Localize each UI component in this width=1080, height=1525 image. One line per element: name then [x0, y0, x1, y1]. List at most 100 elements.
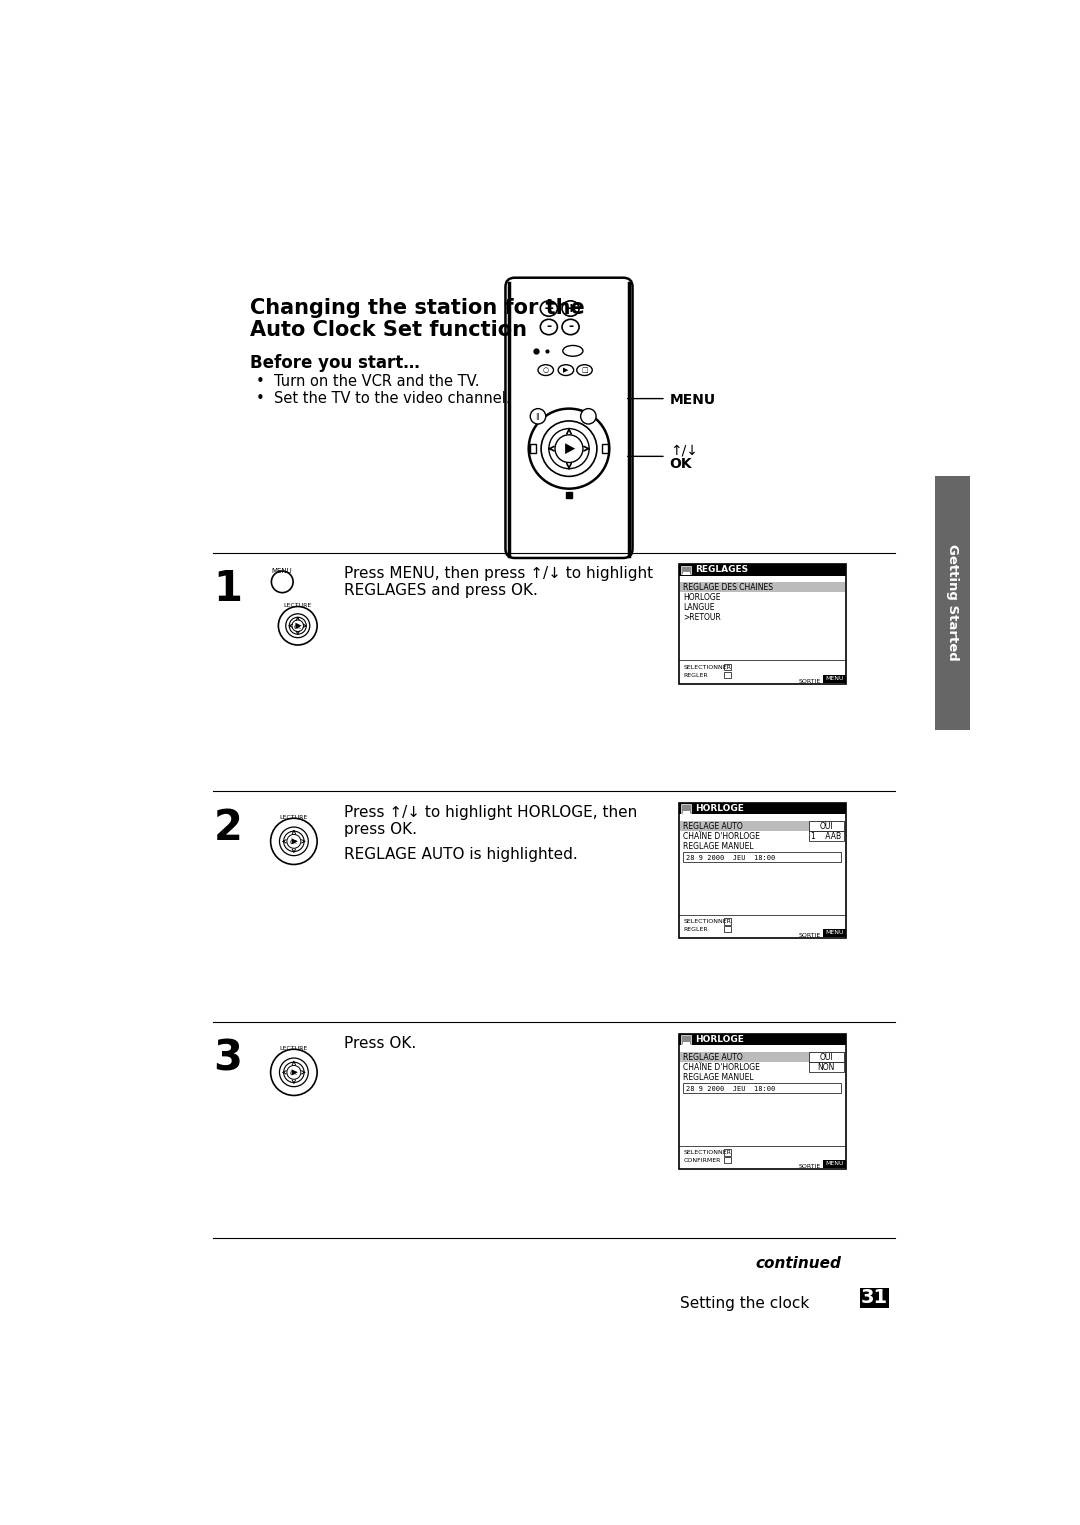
Polygon shape	[296, 622, 301, 628]
Text: REGLAGE AUTO: REGLAGE AUTO	[684, 1052, 743, 1061]
Circle shape	[280, 1058, 308, 1087]
Ellipse shape	[538, 364, 554, 375]
Text: Changing the station for the: Changing the station for the	[249, 299, 584, 319]
FancyBboxPatch shape	[823, 1161, 846, 1168]
Text: 31: 31	[861, 1289, 888, 1307]
Text: •  Set the TV to the video channel.: • Set the TV to the video channel.	[256, 390, 511, 406]
FancyBboxPatch shape	[860, 1289, 889, 1308]
Text: Setting the clock: Setting the clock	[680, 1296, 809, 1310]
Text: MENU: MENU	[825, 677, 843, 682]
Circle shape	[555, 435, 583, 462]
FancyBboxPatch shape	[809, 820, 843, 831]
Text: press OK.: press OK.	[345, 822, 417, 837]
Polygon shape	[565, 444, 576, 454]
Text: REGLAGE MANUEL: REGLAGE MANUEL	[684, 1074, 754, 1081]
FancyBboxPatch shape	[530, 444, 537, 453]
FancyBboxPatch shape	[681, 566, 691, 573]
Text: MENU: MENU	[272, 567, 293, 573]
Text: CONFIRMER: CONFIRMER	[684, 1157, 720, 1162]
Circle shape	[581, 409, 596, 424]
Text: SORTIE: SORTIE	[799, 1164, 821, 1168]
Text: REGLER: REGLER	[684, 927, 707, 932]
Circle shape	[286, 615, 310, 637]
Circle shape	[280, 827, 308, 856]
Text: OK: OK	[291, 840, 298, 845]
Ellipse shape	[562, 300, 579, 316]
FancyBboxPatch shape	[679, 564, 846, 576]
Text: LANGUE: LANGUE	[684, 604, 715, 612]
Text: NON: NON	[818, 1063, 835, 1072]
FancyBboxPatch shape	[823, 929, 846, 936]
Text: OUI: OUI	[820, 1052, 833, 1061]
Text: +: +	[565, 302, 576, 316]
FancyBboxPatch shape	[679, 564, 846, 683]
Text: HORLOGE: HORLOGE	[684, 593, 720, 602]
Ellipse shape	[540, 319, 557, 334]
Text: HORLOGE: HORLOGE	[694, 1035, 744, 1045]
Text: ○: ○	[542, 368, 549, 374]
Text: Auto Clock Set function: Auto Clock Set function	[249, 320, 527, 340]
Circle shape	[279, 607, 318, 645]
Text: OK: OK	[670, 458, 692, 471]
FancyBboxPatch shape	[725, 1157, 731, 1164]
Text: MENU: MENU	[670, 393, 716, 407]
Text: continued: continued	[755, 1255, 841, 1270]
Circle shape	[530, 409, 545, 424]
Circle shape	[284, 1063, 305, 1083]
Text: REGLAGE DES CHAINES: REGLAGE DES CHAINES	[684, 583, 773, 592]
FancyBboxPatch shape	[823, 676, 846, 683]
FancyBboxPatch shape	[725, 665, 731, 671]
Text: REGLAGES and press OK.: REGLAGES and press OK.	[345, 584, 538, 598]
Text: -: -	[546, 320, 552, 334]
Circle shape	[292, 621, 303, 631]
Text: REGLAGE AUTO: REGLAGE AUTO	[684, 822, 743, 831]
FancyBboxPatch shape	[935, 476, 971, 729]
Text: SORTIE: SORTIE	[799, 933, 821, 938]
Circle shape	[549, 429, 590, 468]
Ellipse shape	[577, 364, 592, 375]
Text: SELECTIONNER: SELECTIONNER	[684, 920, 731, 924]
Text: 28 9 2000  JEU  18:00: 28 9 2000 JEU 18:00	[687, 1086, 775, 1092]
Text: Press ↑/↓ to highlight HORLOGE, then: Press ↑/↓ to highlight HORLOGE, then	[345, 805, 637, 820]
FancyBboxPatch shape	[680, 820, 846, 831]
Ellipse shape	[562, 319, 579, 334]
Circle shape	[271, 819, 318, 865]
Ellipse shape	[558, 364, 573, 375]
Text: REGLAGE MANUEL: REGLAGE MANUEL	[684, 842, 754, 851]
Text: SORTIE: SORTIE	[799, 679, 821, 683]
Text: 1    AAB: 1 AAB	[811, 831, 841, 840]
FancyBboxPatch shape	[725, 918, 731, 924]
Text: REGLER: REGLER	[684, 673, 707, 677]
Text: MENU: MENU	[825, 1162, 843, 1167]
Circle shape	[284, 831, 305, 851]
Circle shape	[287, 1066, 301, 1080]
Text: OUI: OUI	[820, 822, 833, 831]
Text: REGLAGES: REGLAGES	[694, 566, 748, 575]
Text: Press MENU, then press ↑/↓ to highlight: Press MENU, then press ↑/↓ to highlight	[345, 566, 653, 581]
FancyBboxPatch shape	[725, 1150, 731, 1156]
Text: 3: 3	[214, 1037, 243, 1080]
Text: ↑/↓: ↑/↓	[670, 444, 698, 458]
Text: 2: 2	[214, 807, 242, 849]
Text: ||: ||	[536, 413, 540, 419]
FancyBboxPatch shape	[684, 1083, 840, 1093]
Polygon shape	[292, 839, 298, 845]
FancyBboxPatch shape	[505, 278, 633, 558]
Text: +: +	[543, 302, 554, 316]
FancyBboxPatch shape	[683, 572, 689, 575]
Text: SELECTIONNER: SELECTIONNER	[684, 665, 731, 669]
Text: OK: OK	[291, 1072, 298, 1077]
Text: □: □	[581, 368, 588, 374]
Text: HORLOGE: HORLOGE	[694, 804, 744, 813]
FancyBboxPatch shape	[684, 852, 840, 862]
Ellipse shape	[563, 346, 583, 357]
Circle shape	[529, 409, 609, 488]
Circle shape	[541, 421, 597, 476]
Text: REGLAGE AUTO is highlighted.: REGLAGE AUTO is highlighted.	[345, 846, 578, 862]
Text: -: -	[568, 320, 573, 334]
FancyBboxPatch shape	[725, 926, 731, 932]
FancyBboxPatch shape	[679, 802, 846, 814]
Text: CHAÏNE D'HORLOGE: CHAÏNE D'HORLOGE	[684, 1063, 760, 1072]
FancyBboxPatch shape	[809, 1052, 843, 1061]
Text: OK: OK	[294, 625, 301, 630]
